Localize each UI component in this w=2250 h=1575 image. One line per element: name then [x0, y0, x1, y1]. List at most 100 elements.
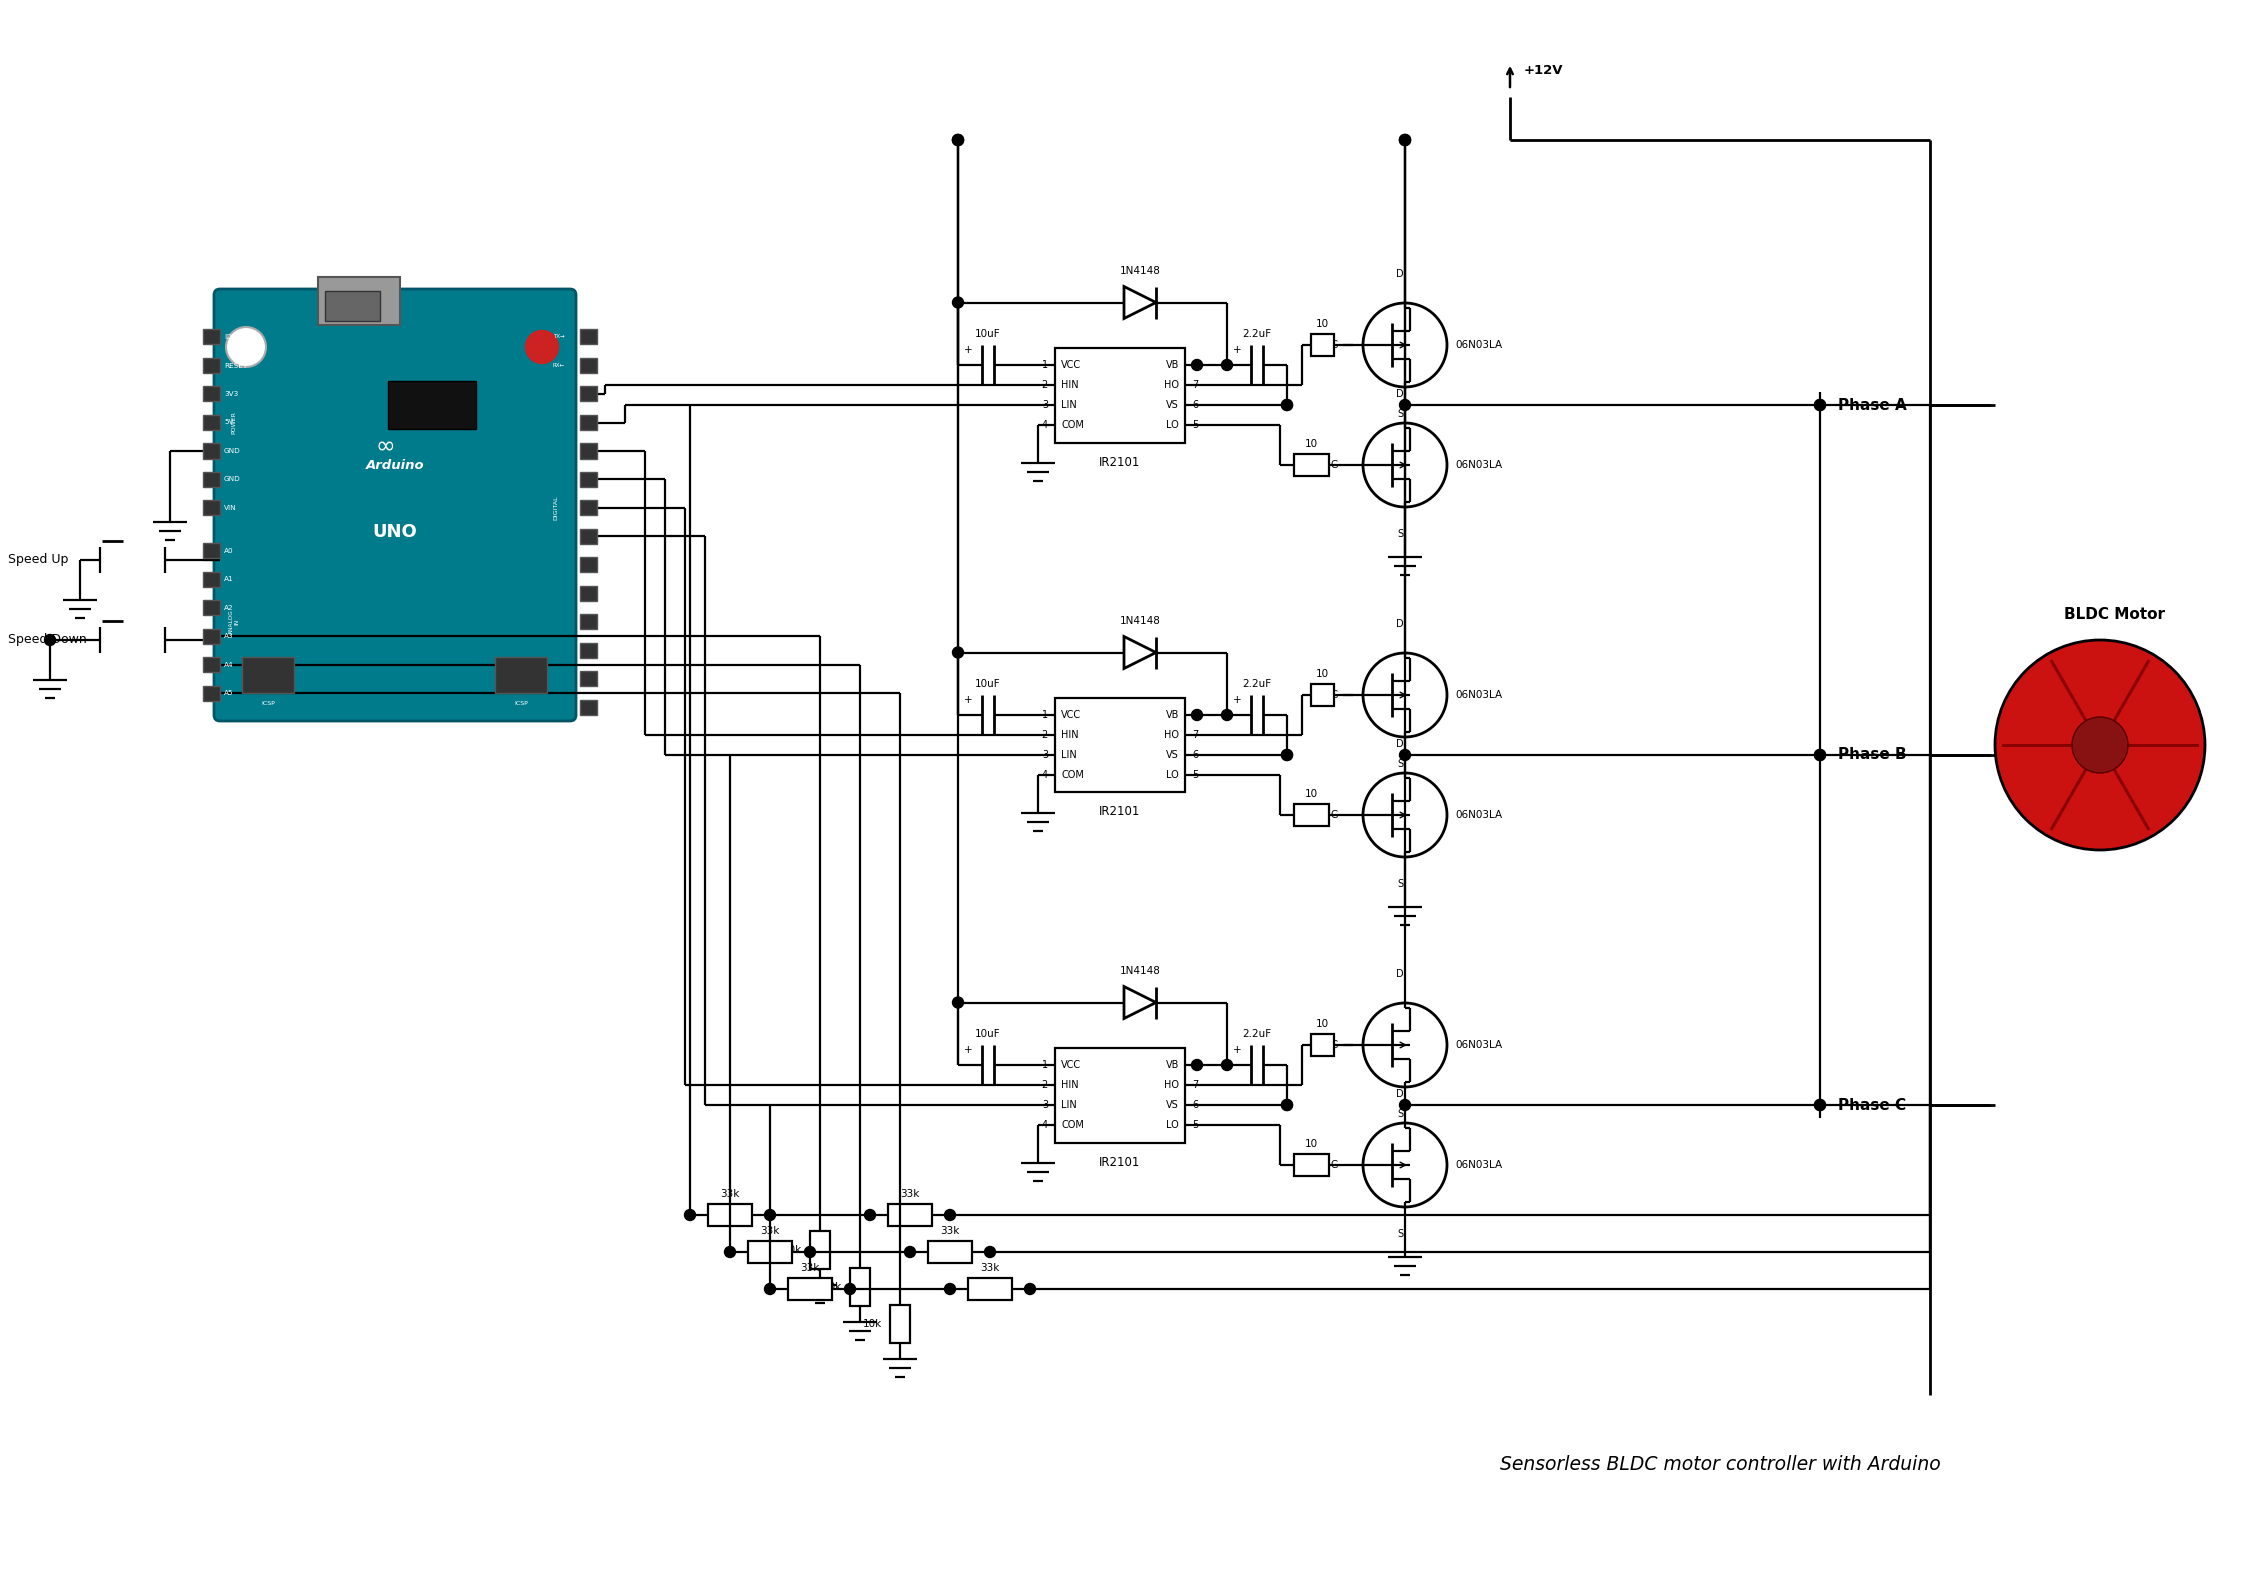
Circle shape: [1814, 750, 1825, 761]
Text: +: +: [963, 345, 972, 354]
Circle shape: [1282, 750, 1292, 761]
Bar: [202, 685, 220, 701]
Circle shape: [844, 1284, 855, 1295]
Text: ICSP: ICSP: [513, 701, 529, 706]
Text: VS: VS: [1166, 750, 1179, 761]
Text: 2.2uF: 2.2uF: [1242, 329, 1271, 339]
Text: 10k: 10k: [862, 1318, 882, 1329]
Circle shape: [952, 997, 963, 1008]
Text: LIN: LIN: [1062, 1099, 1078, 1110]
Circle shape: [1192, 1060, 1202, 1071]
Text: 06N03LA: 06N03LA: [1456, 810, 1503, 821]
Text: 1N4148: 1N4148: [1120, 266, 1161, 277]
Text: 2: 2: [1042, 1080, 1048, 1090]
Circle shape: [1814, 1099, 1825, 1110]
Bar: [889, 1203, 931, 1225]
Text: 2.2uF: 2.2uF: [1242, 1028, 1271, 1040]
Text: A0: A0: [225, 548, 234, 554]
Text: 06N03LA: 06N03LA: [1456, 1040, 1503, 1051]
Text: IOREF: IOREF: [225, 334, 245, 340]
Text: 2.2uF: 2.2uF: [1242, 679, 1271, 688]
Bar: [202, 600, 220, 616]
Text: 2: 2: [1042, 729, 1048, 740]
Text: 10k: 10k: [824, 1282, 842, 1292]
Text: +: +: [1233, 695, 1242, 706]
Text: IR2101: IR2101: [1100, 455, 1141, 468]
Text: G: G: [1330, 460, 1339, 469]
Bar: [202, 358, 220, 373]
Circle shape: [1282, 1099, 1292, 1110]
Text: D: D: [1397, 389, 1404, 398]
Text: IR2101: IR2101: [1100, 1156, 1141, 1169]
Text: 33k: 33k: [801, 1263, 819, 1273]
Bar: [1294, 1154, 1330, 1177]
Text: GND: GND: [225, 447, 241, 454]
Text: 4: 4: [1042, 421, 1048, 430]
Bar: [580, 699, 596, 715]
Text: Phase C: Phase C: [1838, 1098, 1906, 1112]
Text: Sensorless BLDC motor controller with Arduino: Sensorless BLDC motor controller with Ar…: [1498, 1455, 1940, 1474]
Text: 2: 2: [1042, 380, 1048, 391]
Text: 10uF: 10uF: [974, 329, 1001, 339]
Bar: [747, 1241, 792, 1263]
Text: G: G: [1330, 690, 1339, 699]
Text: A1: A1: [225, 576, 234, 583]
Text: 4: 4: [1042, 1120, 1048, 1129]
Bar: [580, 501, 596, 515]
Circle shape: [765, 1210, 776, 1221]
Text: 10: 10: [1316, 669, 1330, 679]
Text: 1: 1: [1042, 1060, 1048, 1069]
Text: 10: 10: [1316, 320, 1330, 329]
Text: VB: VB: [1166, 361, 1179, 370]
Bar: [891, 1304, 909, 1343]
Text: G: G: [1330, 810, 1339, 821]
Text: LIN: LIN: [1062, 400, 1078, 410]
Text: 10: 10: [1316, 1019, 1330, 1028]
Text: G: G: [1330, 1040, 1339, 1051]
Text: HO: HO: [1163, 380, 1179, 391]
Circle shape: [1400, 1099, 1411, 1110]
Bar: [927, 1241, 972, 1263]
Text: 06N03LA: 06N03LA: [1456, 690, 1503, 699]
Circle shape: [2072, 717, 2128, 773]
Text: +: +: [1233, 1044, 1242, 1055]
Circle shape: [806, 1246, 814, 1257]
Text: Speed Down: Speed Down: [9, 633, 88, 646]
Text: 10: 10: [1305, 1139, 1318, 1150]
Text: 33k: 33k: [760, 1225, 781, 1236]
Circle shape: [945, 1210, 956, 1221]
Circle shape: [1400, 134, 1411, 145]
Text: DIGITAL: DIGITAL: [554, 496, 558, 520]
Circle shape: [952, 134, 963, 145]
Bar: [850, 1268, 871, 1306]
Circle shape: [1400, 750, 1411, 761]
Bar: [580, 643, 596, 658]
Circle shape: [1996, 639, 2205, 850]
Text: 06N03LA: 06N03LA: [1456, 460, 1503, 469]
Circle shape: [952, 298, 963, 309]
Bar: [243, 657, 295, 693]
Bar: [580, 472, 596, 487]
Bar: [580, 671, 596, 687]
Text: RX←: RX←: [554, 362, 565, 369]
Circle shape: [952, 647, 963, 658]
Text: 1: 1: [1042, 710, 1048, 720]
Text: GND: GND: [225, 477, 241, 482]
Text: D: D: [1397, 269, 1404, 279]
Text: 10uF: 10uF: [974, 1028, 1001, 1040]
Bar: [202, 472, 220, 487]
Circle shape: [945, 1284, 956, 1295]
Text: 06N03LA: 06N03LA: [1456, 1161, 1503, 1170]
Text: A5: A5: [225, 690, 234, 696]
Text: IR2101: IR2101: [1100, 805, 1141, 819]
Text: 06N03LA: 06N03LA: [1456, 340, 1503, 350]
Text: S: S: [1397, 879, 1404, 888]
Text: S: S: [1397, 759, 1404, 769]
Circle shape: [765, 1284, 776, 1295]
Bar: [324, 291, 380, 321]
Text: D: D: [1397, 1088, 1404, 1099]
Bar: [1055, 1047, 1186, 1142]
Text: HIN: HIN: [1062, 1080, 1078, 1090]
Bar: [709, 1203, 752, 1225]
Text: VB: VB: [1166, 1060, 1179, 1069]
